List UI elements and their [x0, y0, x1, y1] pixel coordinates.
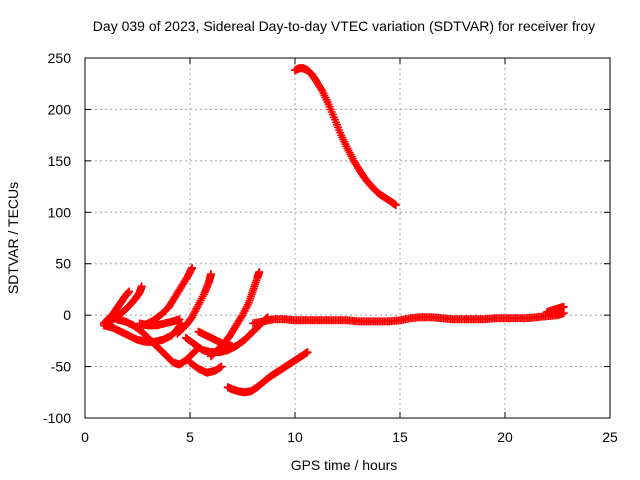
data-point [228, 342, 236, 350]
series-fall-d [181, 313, 272, 357]
x-tick-label: 0 [81, 429, 89, 445]
data-point [175, 315, 184, 324]
data-point [255, 267, 264, 276]
y-tick-label: 150 [48, 153, 72, 169]
data-point [137, 282, 146, 291]
data-point [559, 302, 568, 311]
series-tail-22 [543, 302, 568, 317]
x-tick-label: 20 [497, 429, 513, 445]
y-axis-label: SDTVAR / TECUs [5, 182, 21, 294]
x-axis: 0 5 10 15 20 25 [81, 58, 618, 445]
data-point [263, 313, 272, 322]
data-point [188, 263, 197, 272]
chart-title: Day 039 of 2023, Sidereal Day-to-day VTE… [93, 18, 595, 34]
x-tick-label: 10 [287, 429, 303, 445]
data-point [262, 314, 271, 323]
data-point [207, 270, 215, 278]
y-tick-label: 250 [48, 50, 72, 66]
series-baseline [249, 309, 568, 328]
x-tick-label: 15 [392, 429, 408, 445]
data-point [303, 348, 312, 357]
data-point [125, 287, 134, 296]
series-fall-f [194, 327, 236, 350]
y-tick-label: -100 [43, 410, 71, 426]
series-rise-b [106, 282, 146, 326]
series-fall-e [186, 358, 226, 377]
data-series [99, 64, 568, 397]
y-tick-label: 50 [55, 256, 71, 272]
x-axis-label: GPS time / hours [291, 457, 398, 473]
data-point [217, 362, 226, 371]
series-arc-high [291, 64, 400, 210]
grid [85, 58, 610, 418]
y-tick-label: 100 [48, 204, 72, 220]
x-tick-label: 5 [186, 429, 194, 445]
series-fall-c [135, 315, 184, 330]
y-tick-label: 0 [63, 307, 71, 323]
y-axis: -100 -50 0 50 100 150 200 250 [43, 50, 610, 426]
series-arc-low [223, 348, 312, 397]
data-point [391, 201, 400, 210]
y-tick-label: 200 [48, 101, 72, 117]
x-tick-label: 25 [602, 429, 618, 445]
y-tick-label: -50 [51, 359, 71, 375]
series-rise-d [173, 270, 215, 338]
plot-frame [84, 57, 611, 419]
